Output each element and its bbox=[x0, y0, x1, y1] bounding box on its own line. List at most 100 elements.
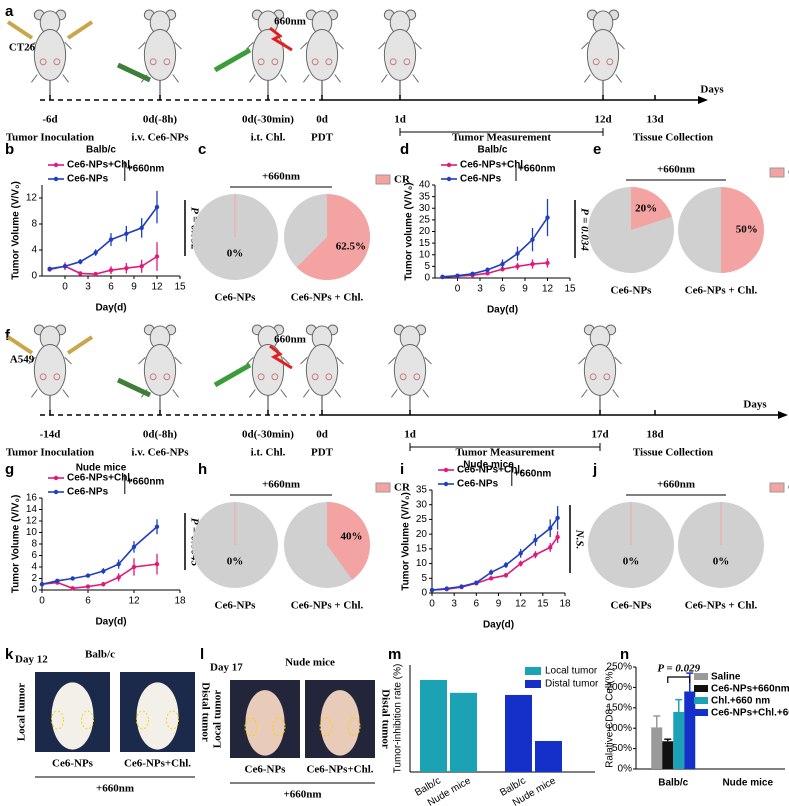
x-tick-label: 9 bbox=[522, 284, 528, 295]
x-tick-label: 0 bbox=[429, 599, 435, 610]
panel-letter: k bbox=[5, 646, 14, 663]
p-value: P = 0.029 bbox=[657, 663, 700, 675]
data-point bbox=[503, 573, 509, 578]
x-tick-label: 3 bbox=[477, 284, 483, 295]
data-point bbox=[518, 561, 523, 566]
legend-label: Ce6-NPs bbox=[460, 174, 502, 185]
y-tick-label: 200% bbox=[606, 682, 632, 693]
panel-letter: e bbox=[593, 141, 601, 158]
data-point bbox=[485, 267, 490, 273]
data-point bbox=[500, 266, 505, 272]
data-point bbox=[440, 274, 445, 280]
legend-swatch bbox=[375, 482, 391, 493]
bar bbox=[420, 679, 447, 772]
x-axis-label: Day(d) bbox=[95, 303, 126, 314]
bar bbox=[684, 691, 696, 769]
pie-slice bbox=[296, 194, 370, 280]
timeline-tick-label: 0d bbox=[316, 429, 328, 441]
data-point bbox=[70, 576, 75, 581]
timeline-tick-label: 0d(-30min) bbox=[242, 429, 294, 441]
tumor-mark bbox=[136, 710, 149, 730]
series-line bbox=[49, 255, 158, 275]
chart-title: Nude mice bbox=[463, 460, 514, 471]
data-point bbox=[488, 570, 494, 575]
data-point bbox=[139, 225, 144, 231]
data-point bbox=[515, 264, 520, 269]
tumor-mark bbox=[166, 710, 179, 730]
y-tick-label: 4 bbox=[31, 245, 37, 256]
data-point bbox=[530, 237, 535, 242]
legend-swatch bbox=[694, 673, 708, 680]
data-point bbox=[533, 537, 538, 543]
x-tick-label: Balb/c bbox=[658, 778, 688, 789]
legend-label: Local tumor bbox=[545, 666, 598, 677]
light-label: 660nm bbox=[274, 334, 306, 346]
timeline-tick-label: 17d bbox=[591, 429, 608, 441]
group-label: Ce6-NPs+Chl. bbox=[124, 758, 191, 770]
syringe bbox=[66, 335, 94, 355]
value-label: 0% bbox=[713, 556, 730, 568]
y-tick-label: 20 bbox=[419, 226, 431, 237]
y-tick-label: 0 bbox=[31, 585, 37, 596]
y-tick-label: 35 bbox=[416, 485, 428, 496]
photo-mouse bbox=[245, 690, 285, 756]
y-axis-label: Tumor-inhibition rate (%) bbox=[393, 664, 404, 774]
timeline-step: i.v. Ce6-NPs bbox=[131, 447, 189, 459]
data-point bbox=[548, 526, 553, 531]
y-tick-label: 10 bbox=[419, 249, 431, 260]
legend-swatch bbox=[53, 489, 59, 495]
y-tick-label: 10 bbox=[416, 558, 428, 569]
x-tick-label: 6 bbox=[500, 284, 506, 295]
data-point bbox=[124, 266, 129, 271]
photo-mouse bbox=[51, 682, 94, 750]
annotation: +660nm bbox=[657, 164, 695, 176]
legend-label: Chl.+660 nm bbox=[711, 696, 770, 707]
data-point bbox=[39, 582, 45, 587]
mouse bbox=[137, 324, 183, 411]
timeline-step: i.v. Ce6-NPs bbox=[131, 132, 189, 144]
panel-letter: b bbox=[5, 141, 14, 158]
timeline-axis-label: Days bbox=[700, 84, 724, 96]
x-tick-label: 12 bbox=[151, 282, 163, 293]
data-point bbox=[55, 578, 60, 583]
tumor-mark bbox=[51, 710, 64, 730]
timeline-step: Tumor Measurement bbox=[455, 447, 554, 459]
annotation: +660nm bbox=[127, 477, 165, 488]
x-tick-label: 15 bbox=[564, 284, 576, 295]
x-axis-label: Day(d) bbox=[487, 305, 518, 316]
data-point bbox=[459, 584, 464, 589]
x-tick-label: 0 bbox=[455, 284, 461, 295]
laser bbox=[269, 344, 293, 370]
y-tick-label: 0 bbox=[31, 271, 37, 282]
y-tick-label: 0% bbox=[618, 764, 633, 775]
value-label: 20% bbox=[635, 203, 657, 215]
panel-letter: a bbox=[5, 3, 14, 20]
legend-swatch bbox=[446, 162, 452, 168]
legend-swatch bbox=[769, 482, 785, 493]
photo-mouse bbox=[136, 682, 179, 750]
series-line bbox=[49, 206, 158, 270]
x-tick-label: 9 bbox=[496, 599, 502, 610]
side-label: Distal tumor bbox=[199, 682, 211, 742]
side-label: Distal tumor bbox=[379, 689, 391, 749]
cell-line: CT26 bbox=[9, 42, 36, 54]
data-point bbox=[488, 576, 494, 581]
data-point bbox=[85, 584, 91, 589]
data-point bbox=[124, 231, 129, 236]
tumor-mark bbox=[319, 717, 333, 737]
p-value: N.S. bbox=[573, 529, 585, 550]
legend-label: Ce6-NPs bbox=[457, 479, 499, 490]
y-tick-label: 25 bbox=[419, 215, 431, 226]
legend-swatch bbox=[375, 174, 391, 185]
y-axis-label: Tumor Volume (V/V₀) bbox=[401, 492, 412, 591]
data-point bbox=[555, 515, 560, 521]
y-tick-label: 30 bbox=[419, 203, 431, 214]
data-point bbox=[154, 254, 160, 259]
y-tick-label: 16 bbox=[26, 493, 38, 504]
timeline-tick-label: 18d bbox=[646, 429, 663, 441]
mouse bbox=[580, 9, 626, 96]
legend-label: CR bbox=[394, 482, 411, 494]
data-point bbox=[116, 561, 121, 567]
y-tick-label: 8 bbox=[31, 539, 37, 550]
mouse bbox=[299, 9, 345, 96]
